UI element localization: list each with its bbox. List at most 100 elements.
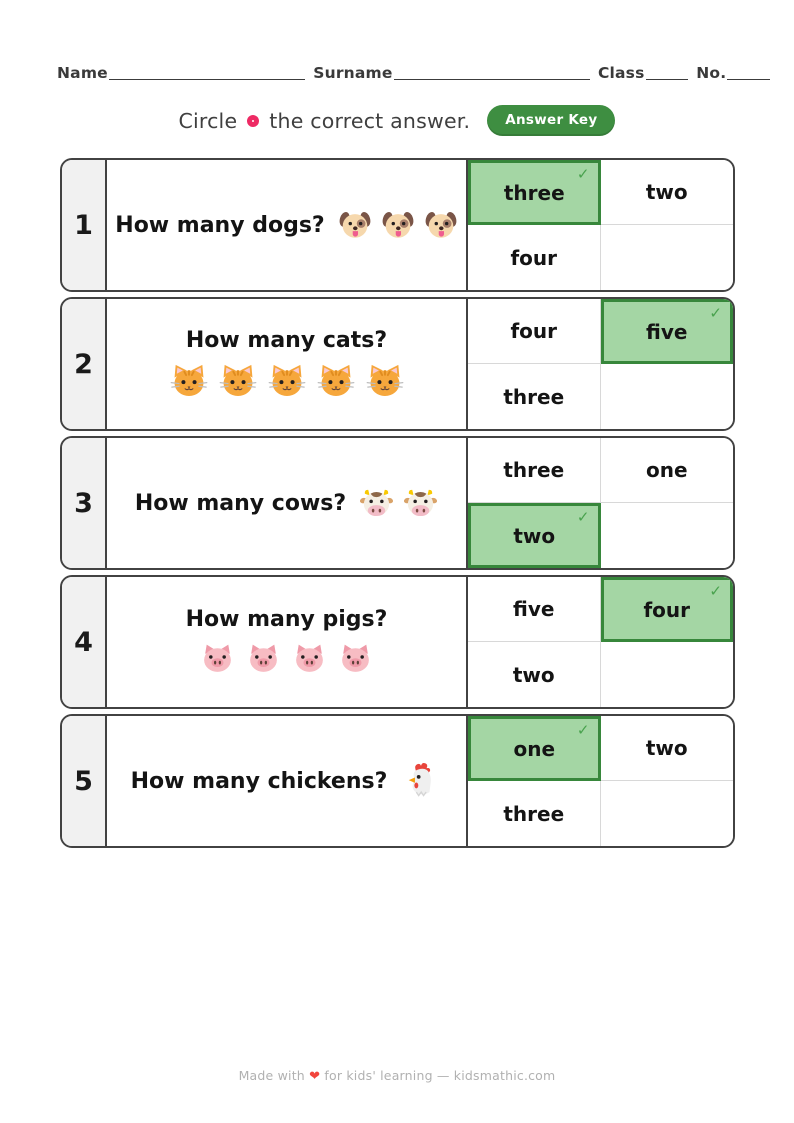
answer-label: two	[513, 523, 556, 548]
answer-label: two	[645, 180, 688, 204]
answer-cell[interactable]: ✓ two	[600, 716, 733, 781]
name-label: Name	[57, 64, 108, 82]
answer-grid: ✓ three ✓ two ✓ four ✓	[466, 160, 733, 290]
cat-emoji	[169, 361, 209, 401]
answer-cell[interactable]: ✓ four	[468, 299, 601, 364]
emoji-row	[169, 361, 405, 401]
answer-cell[interactable]: ✓ two	[468, 642, 601, 707]
dog-emoji	[381, 208, 415, 242]
cat-emoji	[316, 361, 356, 401]
answer-label: one	[645, 458, 688, 482]
answer-cell[interactable]: ✓	[601, 364, 734, 429]
chicken-emoji	[400, 760, 442, 802]
checkmark-icon: ✓	[709, 582, 722, 600]
answer-label: one	[513, 736, 556, 761]
question-text: How many dogs?	[115, 212, 325, 238]
emoji-row	[359, 486, 438, 521]
answer-cell[interactable]: ✓ two	[600, 160, 733, 225]
pig-emoji	[245, 640, 282, 677]
question-area: How many cows?	[107, 438, 466, 568]
answer-cell[interactable]: ✓ three	[468, 781, 601, 846]
question-box: 1 How many dogs? ✓ three ✓ two ✓ fo	[60, 158, 735, 292]
question-number: 1	[62, 160, 107, 290]
question-number: 4	[62, 577, 107, 707]
question-area: How many dogs?	[107, 160, 466, 290]
answer-cell[interactable]: ✓	[601, 642, 734, 707]
answer-label: three	[503, 801, 565, 826]
cat-emoji	[267, 361, 307, 401]
answer-cell[interactable]: ✓ one	[600, 438, 733, 503]
question-box: 2 How many cats? ✓ four ✓ five ✓ th	[60, 297, 735, 431]
question-content: How many dogs?	[115, 208, 457, 242]
student-info-header: Name Surname Class No.	[0, 0, 794, 82]
answer-cell[interactable]: ✓ five	[600, 299, 733, 364]
question-text: How many cows?	[134, 490, 347, 516]
checkmark-icon: ✓	[709, 304, 722, 322]
footer-text-before: Made with	[238, 1068, 305, 1083]
question-number: 5	[62, 716, 107, 846]
instruction-text-after: the correct answer.	[269, 108, 471, 133]
cow-emoji	[359, 486, 394, 521]
emoji-row	[199, 640, 374, 677]
answer-cell[interactable]: ✓	[601, 781, 734, 846]
question-area: How many pigs?	[107, 577, 466, 707]
no-fill-line	[727, 75, 770, 80]
class-label: Class	[597, 64, 645, 82]
question-area: How many cats?	[107, 299, 466, 429]
answer-cell[interactable]: ✓ three	[468, 364, 601, 429]
pig-emoji	[291, 640, 328, 677]
question-text: How many pigs?	[185, 607, 388, 632]
answer-cell[interactable]: ✓ five	[468, 577, 601, 642]
question-number: 3	[62, 438, 107, 568]
answer-label: four	[643, 597, 691, 622]
pig-emoji	[199, 640, 236, 677]
surname-fill-line	[393, 75, 590, 80]
footer-credit: Made with ❤ for kids' learning — kidsmat…	[0, 1068, 794, 1084]
answer-cell[interactable]: ✓ four	[600, 577, 733, 642]
answer-cell[interactable]: ✓ three	[468, 438, 601, 503]
answer-label: four	[510, 245, 558, 270]
answer-key-button[interactable]: Answer Key	[487, 105, 616, 136]
question-box: 4 How many pigs? ✓ five ✓ four ✓ tw	[60, 575, 735, 709]
checkmark-icon: ✓	[576, 721, 590, 739]
question-content: How many chickens?	[131, 760, 443, 802]
answer-grid: ✓ five ✓ four ✓ two ✓	[466, 577, 733, 707]
questions-list: 1 How many dogs? ✓ three ✓ two ✓ fo	[60, 158, 735, 848]
class-fill-line	[645, 75, 689, 80]
question-content: How many cows?	[135, 486, 438, 521]
answer-grid: ✓ three ✓ one ✓ two ✓	[466, 438, 733, 568]
checkmark-icon: ✓	[576, 165, 590, 183]
answer-label: two	[512, 662, 555, 687]
surname-label: Surname	[313, 64, 393, 82]
instruction-row: Circle the correct answer. Answer Key	[0, 105, 794, 136]
footer-text-after: for kids' learning — kidsmathic.com	[324, 1068, 556, 1083]
answer-cell[interactable]: ✓ two	[468, 503, 601, 568]
answer-label: four	[510, 319, 558, 343]
question-box: 3 How many cows? ✓ three ✓ one ✓ tw	[60, 436, 735, 570]
question-text: How many chickens?	[130, 768, 388, 794]
answer-label: three	[503, 180, 565, 205]
no-label: No.	[696, 64, 727, 82]
answer-cell[interactable]: ✓	[601, 225, 734, 290]
cat-emoji	[365, 361, 405, 401]
dog-emoji	[338, 208, 372, 242]
answer-label: three	[503, 384, 565, 409]
answer-grid: ✓ one ✓ two ✓ three ✓	[466, 716, 733, 846]
cow-emoji	[403, 486, 438, 521]
answer-label: two	[645, 736, 688, 760]
answer-cell[interactable]: ✓	[601, 503, 734, 568]
question-box: 5 How many chickens? ✓ one ✓ two ✓	[60, 714, 735, 848]
instruction-text-before: Circle	[178, 108, 238, 133]
answer-cell[interactable]: ✓ four	[468, 225, 601, 290]
circle-ring-icon	[247, 114, 260, 127]
answer-label: five	[513, 597, 555, 621]
answer-cell[interactable]: ✓ one	[468, 716, 601, 781]
dog-emoji	[424, 208, 458, 242]
name-fill-line	[108, 75, 306, 80]
heart-icon: ❤	[309, 1069, 321, 1084]
question-area: How many chickens?	[107, 716, 466, 846]
question-number: 2	[62, 299, 107, 429]
answer-cell[interactable]: ✓ three	[468, 160, 601, 225]
checkmark-icon: ✓	[576, 508, 590, 526]
